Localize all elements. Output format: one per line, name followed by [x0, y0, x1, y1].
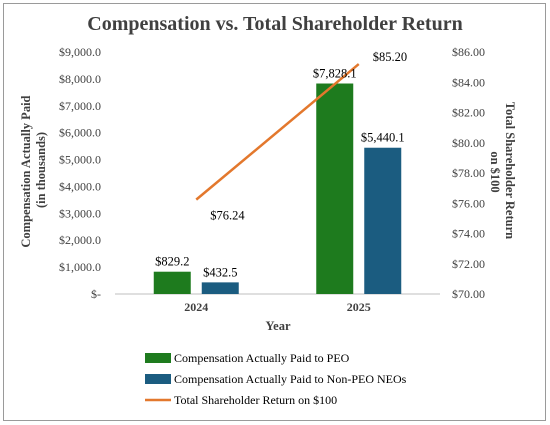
- legend: Compensation Actually Paid to PEO Compens…: [145, 351, 407, 407]
- y-tick-label: $9,000.0: [59, 45, 101, 59]
- bar-data-label: $7,828.1: [313, 67, 357, 81]
- y2-tick-label: $72.00: [452, 257, 485, 271]
- legend-label: Compensation Actually Paid to Non-PEO NE…: [174, 372, 407, 386]
- y2-axis-title-line1: Total Shareholder Return: [503, 102, 517, 239]
- bars: [153, 83, 402, 295]
- legend-label: Compensation Actually Paid to PEO: [174, 351, 350, 365]
- y2-tick-label: $82.00: [452, 106, 485, 120]
- bar-data-label: $432.5: [203, 265, 237, 279]
- legend-swatch: [145, 374, 171, 384]
- y-axis-title-line2: (in thousands): [34, 132, 48, 208]
- bar: [201, 282, 239, 294]
- y-tick-label: $-: [91, 287, 101, 301]
- x-axis-title: Year: [266, 319, 291, 333]
- y2-tick-label: $80.00: [452, 136, 485, 150]
- category-labels: 2024 2025: [184, 300, 371, 314]
- y-tick-label: $5,000.0: [59, 153, 101, 167]
- y2-tick-label: $84.00: [452, 75, 485, 89]
- tsr-line-series: [195, 63, 360, 201]
- y-tick-label: $8,000.0: [59, 72, 101, 86]
- y-tick-label: $1,000.0: [59, 260, 101, 274]
- y2-tick-label: $70.00: [452, 287, 485, 301]
- y2-tick-label: $74.00: [452, 227, 485, 241]
- legend-swatch: [145, 353, 171, 363]
- y-tick-label: $7,000.0: [59, 99, 101, 113]
- chart-title: Compensation vs. Total Shareholder Retur…: [87, 13, 462, 35]
- y-axis-title: Compensation Actually Paid (in thousands…: [19, 92, 48, 247]
- y-axis-ticks: $- $1,000.0 $2,000.0 $3,000.0 $4,000.0 $5,000…: [59, 45, 101, 301]
- legend-label: Total Shareholder Return on $100: [174, 393, 337, 407]
- data-labels: $829.2 $432.5 $7,828.1 $5,440.1 $76.24 $85.20: [155, 50, 407, 279]
- chart-frame: [3, 3, 546, 421]
- category-label: 2024: [184, 300, 208, 314]
- bar: [316, 83, 354, 295]
- y-axis-title-line1: Compensation Actually Paid: [19, 95, 33, 247]
- y-tick-label: $4,000.0: [59, 179, 101, 193]
- y-tick-label: $2,000.0: [59, 233, 101, 247]
- bar-data-label: $5,440.1: [361, 131, 405, 145]
- y2-axis-title-line2: on $100: [488, 151, 502, 192]
- y2-axis-title: Total Shareholder Return on $100: [488, 102, 517, 242]
- y-tick-label: $6,000.0: [59, 126, 101, 140]
- category-label: 2025: [347, 300, 371, 314]
- line-data-label: $85.20: [373, 50, 407, 64]
- bar-data-label: $829.2: [155, 255, 189, 269]
- y2-tick-label: $86.00: [452, 45, 485, 59]
- bar: [153, 271, 191, 294]
- line-data-label: $76.24: [210, 209, 245, 223]
- y2-axis-ticks: $70.00 $72.00 $74.00 $76.00 $78.00 $80.00 $82.…: [452, 45, 485, 301]
- bar: [364, 147, 402, 294]
- y2-tick-label: $76.00: [452, 196, 485, 210]
- y2-tick-label: $78.00: [452, 166, 485, 180]
- tsr-line: [195, 63, 360, 201]
- y-tick-label: $3,000.0: [59, 206, 101, 220]
